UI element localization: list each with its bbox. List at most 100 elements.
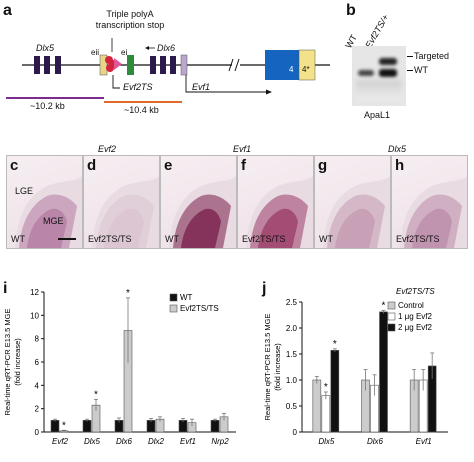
y-tick-label: 4	[35, 381, 40, 390]
significance-mark: *	[324, 382, 328, 393]
y-axis-label: Real-time qRT-PCR E13.5 MGE	[3, 309, 12, 416]
exon-eii-label: eii	[91, 48, 100, 57]
targeted-band	[379, 58, 397, 65]
lane-ts-label: Evf2TS/+	[363, 12, 391, 51]
header-evf2: Evf2	[98, 144, 117, 154]
panel-label-d: d	[87, 157, 97, 174]
chart-i: 0 2 4 6 8 10 12 Real-time qRT-PCR E13.5 MGE (fol…	[3, 288, 236, 446]
legend-label: Control	[398, 301, 424, 310]
tissue-section	[400, 176, 467, 248]
bar	[312, 379, 322, 433]
chart-j: 0 0.5 1.0 1.5 2.0 2.5 Real-time qRT-PCR E13.5 …	[263, 287, 448, 446]
significance-mark: *	[94, 389, 98, 400]
bar	[82, 420, 92, 433]
panel-label-g: g	[318, 157, 328, 174]
chart-title: Evf2TS/TS	[396, 287, 435, 296]
panel-label-e: e	[164, 157, 173, 174]
legend-label: Evf2TS/TS	[180, 304, 219, 313]
panel-label-a: a	[3, 2, 12, 19]
significance-mark: *	[382, 300, 386, 311]
y-axis-label: Real-time qRT-PCR E13.5 MGE	[263, 314, 272, 421]
dlx6-exon	[160, 56, 166, 74]
evf2-exon-eii	[99, 54, 108, 76]
region-label-lge: LGE	[15, 186, 34, 196]
genotype-label: Evf2TS/TS	[396, 234, 440, 244]
significance-mark: *	[333, 339, 337, 350]
y-axis-label: (fold increase)	[13, 338, 22, 386]
legend-label: 2 μg Evf2	[398, 323, 433, 332]
bar	[210, 420, 220, 433]
legend-label: 1 μg Evf2	[398, 312, 433, 321]
micrograph-c: c WT LGE MGE	[6, 155, 83, 249]
scale-bar	[58, 238, 76, 240]
micrograph-h: h Evf2TS/TS	[391, 155, 468, 249]
bar	[330, 350, 340, 433]
y-tick-label: 1.0	[286, 376, 298, 385]
micrograph-d: d Evf2TS/TS	[83, 155, 160, 249]
evf-exon-4star	[298, 49, 316, 81]
panel-label-h: h	[395, 157, 405, 174]
x-tick-label: Evf1	[180, 437, 196, 446]
tissue-section	[169, 176, 236, 248]
evf2ts-arrow	[112, 75, 120, 89]
evf2ts-label: Evf2TS	[123, 82, 153, 92]
y-axis-label: (fold increase)	[273, 343, 282, 391]
y-tick-label: 1.5	[286, 350, 298, 359]
x-tick-label: Dlx6	[116, 437, 133, 446]
blot-wt-label: WT	[414, 65, 428, 75]
y-tick-label: 10	[30, 311, 39, 320]
x-tick-label: Evf1	[416, 437, 432, 446]
y-tick-label: 0.5	[286, 402, 298, 411]
y-tick-label: 0	[35, 428, 40, 437]
polyA-triangle	[114, 58, 122, 70]
southern-blot	[352, 46, 406, 106]
legend-swatch	[387, 312, 396, 321]
evf1-exon	[180, 54, 188, 76]
y-tick-label: 2.0	[286, 324, 298, 333]
box-4-label: 4	[289, 65, 294, 74]
y-tick-label: 2	[35, 405, 40, 414]
distance-10-2-label: ~10.2 kb	[30, 101, 65, 111]
exon-ei-label: ei	[121, 48, 128, 57]
panel-label-j: j	[262, 280, 267, 297]
legend-swatch	[169, 304, 178, 313]
x-tick-label: Dlx5	[84, 437, 101, 446]
micrograph-g: g WT	[314, 155, 391, 249]
tissue-section	[92, 176, 159, 248]
break-mark	[234, 58, 240, 72]
panel-label-b: b	[346, 2, 356, 19]
bar	[379, 311, 388, 433]
polyA-signal	[106, 64, 114, 72]
evf-exon-4	[265, 50, 299, 80]
tissue-section	[15, 176, 82, 248]
y-tick-label: 6	[35, 358, 40, 367]
header-evf1: Evf1	[233, 144, 252, 154]
y-tick-label: 8	[35, 335, 40, 344]
header-dlx5: Dlx5	[388, 144, 407, 154]
panel-label-f: f	[241, 157, 246, 174]
x-tick-label: Nrp2	[211, 437, 229, 446]
wt-lane-band	[358, 70, 374, 76]
legend-swatch	[387, 301, 396, 310]
x-tick-label: Dlx5	[318, 437, 335, 446]
x-tick-label: Dlx2	[148, 437, 165, 446]
micrograph-f: f Evf2TS/TS	[237, 155, 314, 249]
legend-swatch	[387, 323, 396, 332]
genotype-label: WT	[11, 234, 25, 244]
region-label-mge: MGE	[43, 216, 64, 226]
y-tick-label: 12	[30, 288, 39, 297]
dlx6-arrow	[145, 46, 149, 50]
dlx5-exon	[34, 56, 40, 74]
dlx5-label: Dlx5	[36, 43, 55, 53]
y-tick-label: 2.5	[286, 298, 298, 307]
x-tick-label: Dlx6	[367, 437, 384, 446]
genotype-label: WT	[319, 234, 333, 244]
significance-mark: *	[62, 420, 66, 431]
tissue-section	[246, 176, 313, 248]
evf1-label: Evf1	[192, 82, 211, 92]
genotype-label: WT	[165, 234, 179, 244]
gene-map-diagram: 4 4*	[6, 38, 330, 103]
panel-label-c: c	[10, 157, 19, 174]
legend-swatch	[169, 293, 178, 302]
